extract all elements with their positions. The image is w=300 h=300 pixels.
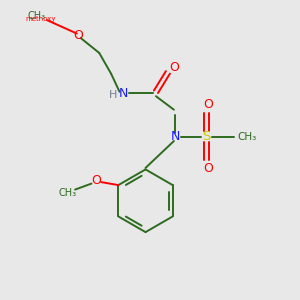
Text: CH₃: CH₃: [58, 188, 77, 198]
Text: O: O: [91, 174, 101, 187]
Text: O: O: [203, 162, 213, 175]
Text: H: H: [109, 90, 117, 100]
Text: O: O: [203, 98, 213, 111]
Text: O: O: [74, 28, 83, 41]
Text: CH₃: CH₃: [237, 132, 257, 142]
Text: N: N: [118, 87, 128, 100]
Text: CH₃: CH₃: [28, 11, 46, 21]
Text: O: O: [169, 61, 179, 74]
Text: methoxy: methoxy: [26, 16, 56, 22]
Text: S: S: [202, 130, 211, 143]
Text: N: N: [171, 130, 180, 143]
